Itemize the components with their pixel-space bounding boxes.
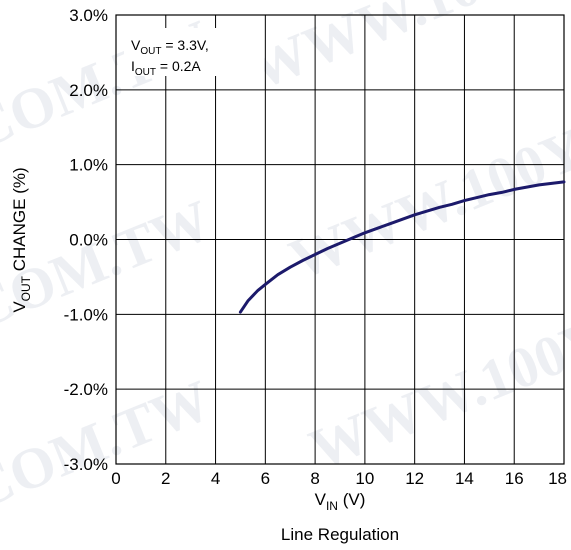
x-tick-label: 10 xyxy=(355,469,374,488)
x-tick-label: 2 xyxy=(161,469,170,488)
series-line-0 xyxy=(238,180,566,314)
chart-title: Line Regulation xyxy=(281,525,399,544)
y-tick-label: 2.0% xyxy=(69,81,108,100)
plot-frame xyxy=(115,14,565,465)
watermark: COM.TW COM.TW COM.TW WWW.100Y WWW.100Y W… xyxy=(0,0,571,522)
x-tick-label: 4 xyxy=(211,469,220,488)
x-tick-label: 14 xyxy=(455,469,474,488)
x-axis-tick-labels: 0 2 4 6 8 10 12 14 16 18 xyxy=(111,469,567,488)
y-tick-label: 3.0% xyxy=(69,6,108,25)
y-tick-label: 1.0% xyxy=(69,156,108,175)
x-tick-label: 0 xyxy=(111,469,120,488)
y-tick-label: -3.0% xyxy=(64,455,108,474)
watermark-text-right-2: WWW.100Y xyxy=(281,115,571,292)
x-tick-label: 12 xyxy=(405,469,424,488)
y-axis-label: VOUT CHANGE (%) xyxy=(10,167,33,312)
y-axis-tick-labels: 3.0% 2.0% 1.0% 0.0% -1.0% -2.0% -3.0% xyxy=(64,6,108,474)
annotation-background xyxy=(124,28,264,76)
x-tick-label: 16 xyxy=(505,469,524,488)
watermark-text-left-2: COM.TW xyxy=(0,187,219,342)
x-tick-label: 6 xyxy=(261,469,270,488)
y-tick-label: 0.0% xyxy=(69,231,108,250)
y-tick-label: -2.0% xyxy=(64,380,108,399)
watermark-text-right-3: WWW.100Y xyxy=(301,305,571,482)
x-axis-label: VIN (V) xyxy=(315,490,366,513)
annotation-iout: IOUT = 0.2A xyxy=(131,58,201,78)
watermark-text-left-3: COM.TW xyxy=(0,367,219,522)
annotation-vout: VOUT = 3.3V, xyxy=(131,37,209,57)
x-tick-label: 18 xyxy=(548,469,567,488)
x-tick-label: 8 xyxy=(310,469,319,488)
series-layer xyxy=(238,180,566,314)
y-tick-label: -1.0% xyxy=(64,305,108,324)
